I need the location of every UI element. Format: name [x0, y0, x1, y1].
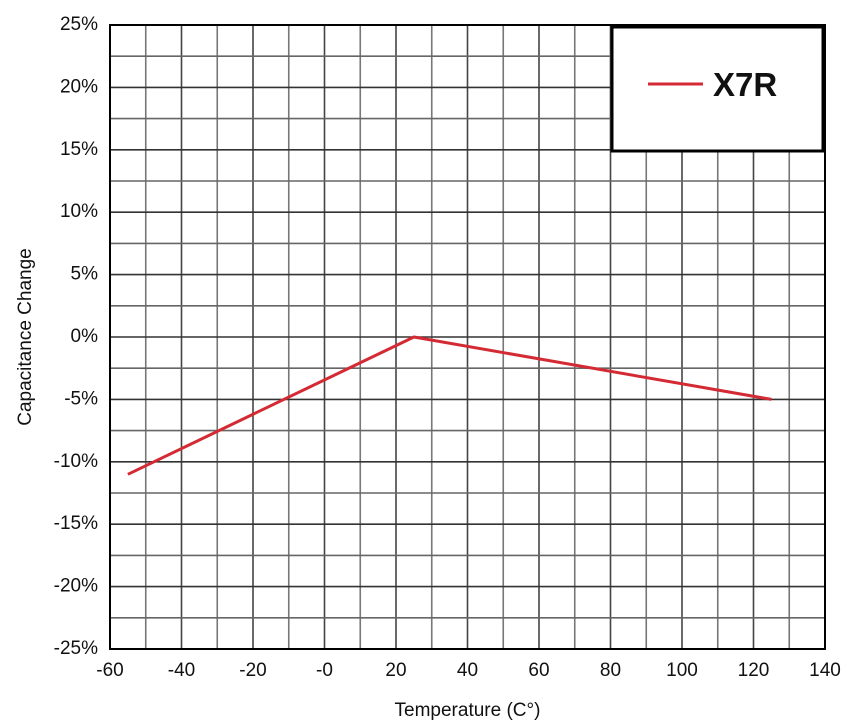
legend-box: [610, 25, 825, 153]
y-tick-label: 20%: [60, 76, 98, 97]
y-tick-label: -5%: [64, 388, 98, 409]
x-tick-label: -20: [239, 660, 266, 681]
x-tick-label: 40: [457, 660, 478, 681]
x-tick-label: 80: [600, 660, 621, 681]
x-tick-label: 140: [809, 660, 841, 681]
x-tick-label: -40: [168, 660, 195, 681]
y-tick-label: -15%: [54, 513, 98, 534]
plot-frame: [109, 24, 826, 650]
x-tick-label: 20: [385, 660, 406, 681]
y-tick-label: -20%: [54, 576, 98, 597]
x-axis-title: Temperature (C°): [395, 700, 541, 721]
x-tick-label: -0: [316, 660, 333, 681]
y-tick-label: -10%: [54, 451, 98, 472]
y-tick-label: 15%: [60, 139, 98, 160]
series-layer: [127, 335, 772, 476]
y-tick-label: -25%: [54, 638, 98, 659]
y-tick-labels: 25% 20% 15% 10% 5% 0% -5% -10% -15% -20% -25%: [54, 14, 98, 659]
y-tick-label: 25%: [60, 14, 98, 35]
x-tick-label: 60: [528, 660, 549, 681]
y-axis-title: Capacitance Change: [15, 248, 36, 425]
series-line-x7r: [127, 335, 772, 476]
y-tick-label: 0%: [71, 326, 99, 347]
y-tick-label: 5%: [71, 264, 99, 285]
x-tick-label: 120: [738, 660, 770, 681]
y-tick-label: 10%: [60, 201, 98, 222]
x-tick-labels: -60 -40 -20 -0 20 40 60 80 100 120 140: [96, 660, 841, 681]
legend: X7R: [610, 25, 825, 153]
x-tick-label: -60: [96, 660, 123, 681]
x-tick-label: 100: [666, 660, 698, 681]
legend-label-x7r: X7R: [713, 66, 777, 103]
